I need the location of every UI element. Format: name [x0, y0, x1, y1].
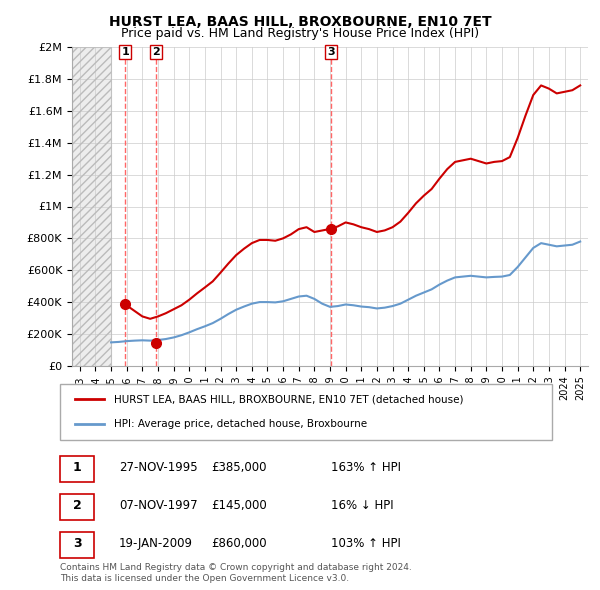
- Text: 1: 1: [73, 461, 82, 474]
- Text: £385,000: £385,000: [211, 461, 266, 474]
- Text: 103% ↑ HPI: 103% ↑ HPI: [331, 537, 400, 550]
- Text: HURST LEA, BAAS HILL, BROXBOURNE, EN10 7ET (detached house): HURST LEA, BAAS HILL, BROXBOURNE, EN10 7…: [114, 394, 464, 404]
- Text: 27-NOV-1995: 27-NOV-1995: [119, 461, 197, 474]
- FancyBboxPatch shape: [60, 384, 552, 440]
- Text: 07-NOV-1997: 07-NOV-1997: [119, 499, 197, 512]
- FancyBboxPatch shape: [60, 532, 94, 558]
- Text: 3: 3: [327, 47, 335, 57]
- Text: HPI: Average price, detached house, Broxbourne: HPI: Average price, detached house, Brox…: [114, 419, 367, 429]
- Text: £145,000: £145,000: [211, 499, 266, 512]
- Text: 1: 1: [121, 47, 129, 57]
- Text: 163% ↑ HPI: 163% ↑ HPI: [331, 461, 401, 474]
- FancyBboxPatch shape: [60, 494, 94, 520]
- Text: Contains HM Land Registry data © Crown copyright and database right 2024.
This d: Contains HM Land Registry data © Crown c…: [60, 563, 412, 583]
- Text: Price paid vs. HM Land Registry's House Price Index (HPI): Price paid vs. HM Land Registry's House …: [121, 27, 479, 40]
- Text: 16% ↓ HPI: 16% ↓ HPI: [331, 499, 393, 512]
- Bar: [72, 47, 111, 366]
- FancyBboxPatch shape: [60, 456, 94, 481]
- Text: 19-JAN-2009: 19-JAN-2009: [119, 537, 193, 550]
- Text: 2: 2: [73, 499, 82, 512]
- Text: HURST LEA, BAAS HILL, BROXBOURNE, EN10 7ET: HURST LEA, BAAS HILL, BROXBOURNE, EN10 7…: [109, 15, 491, 29]
- Bar: [72, 47, 111, 366]
- Text: 3: 3: [73, 537, 82, 550]
- Text: 2: 2: [152, 47, 160, 57]
- Text: £860,000: £860,000: [211, 537, 266, 550]
